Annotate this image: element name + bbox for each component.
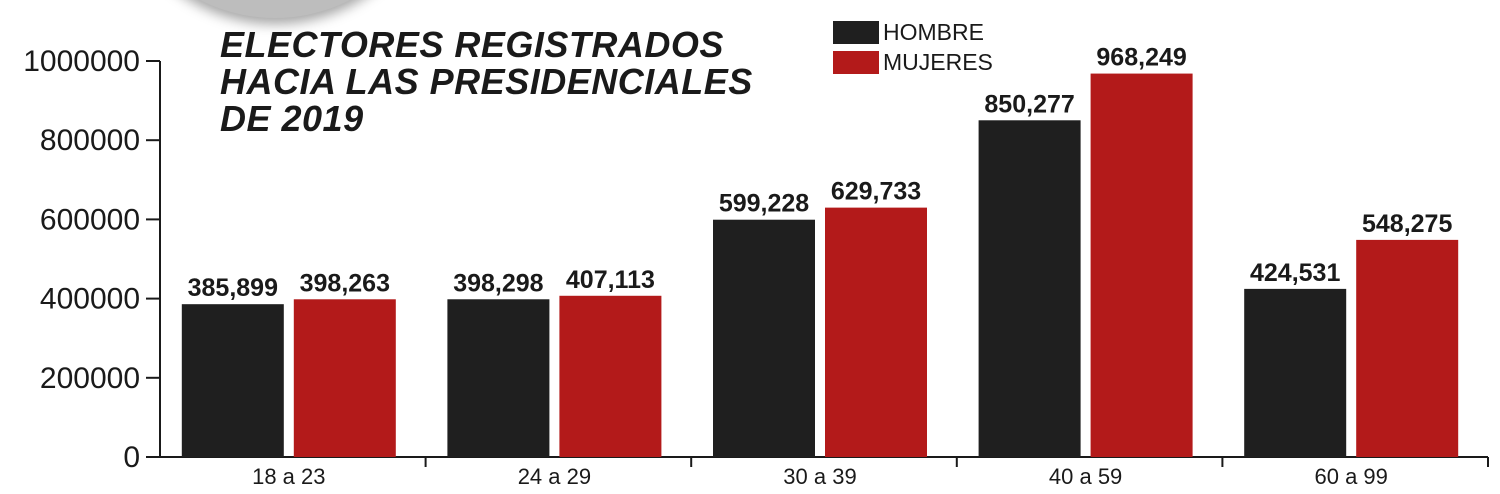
chart-title-line-3: DE 2019	[220, 98, 364, 139]
bar-hombre-2	[447, 299, 550, 457]
data-label-mujeres-3: 629,733	[831, 178, 921, 206]
x-tick-label: 30 a 39	[783, 464, 856, 489]
y-tick-label: 800000	[40, 124, 140, 157]
legend-label-hombre: HOMBRE	[883, 18, 984, 45]
bar-mujeres-2	[559, 295, 662, 457]
bar-mujeres-3	[825, 207, 927, 457]
legend: HOMBRE MUJERES	[833, 18, 993, 78]
bar-hombre-3	[713, 219, 815, 457]
bar-mujeres-4	[1090, 73, 1193, 457]
x-tick-label: 18 a 23	[252, 464, 325, 489]
bar-mujeres-5	[1356, 239, 1459, 457]
data-label-mujeres-4: 968,249	[1096, 44, 1186, 72]
x-tick-label: 60 a 99	[1314, 464, 1387, 489]
legend-swatch-mujeres	[833, 50, 879, 74]
y-tick-label: 600000	[40, 203, 140, 236]
chart-title-line-1: ELECTORES REGISTRADOS	[220, 24, 724, 65]
bar-hombre-1	[181, 304, 284, 457]
legend-item-mujeres: MUJERES	[833, 48, 993, 76]
bar-hombre-5	[1244, 288, 1347, 457]
data-label-mujeres-5: 548,275	[1362, 210, 1452, 238]
y-tick-label: 200000	[40, 362, 140, 395]
data-label-hombre-1: 385,899	[188, 274, 278, 302]
data-label-mujeres-1: 398,263	[300, 269, 390, 297]
bar-mujeres-1	[293, 299, 396, 457]
legend-swatch-hombre	[833, 20, 879, 44]
legend-label-mujeres: MUJERES	[883, 48, 993, 75]
y-tick-label: 1000000	[23, 45, 140, 78]
y-tick-label: 0	[123, 441, 140, 474]
bar-hombre-4	[978, 120, 1081, 457]
data-label-mujeres-2: 407,113	[566, 266, 655, 294]
data-label-hombre-4: 850,277	[984, 90, 1074, 118]
chart-title-line-2: HACIA LAS PRESIDENCIALES	[220, 61, 753, 102]
legend-item-hombre: HOMBRE	[833, 18, 993, 46]
data-label-hombre-3: 599,228	[719, 190, 809, 218]
data-label-hombre-2: 398,298	[453, 269, 543, 297]
y-tick-label: 400000	[40, 283, 140, 316]
x-tick-label: 40 a 59	[1049, 464, 1122, 489]
chart-title: ELECTORES REGISTRADOS HACIA LAS PRESIDEN…	[220, 26, 820, 137]
data-label-hombre-5: 424,531	[1250, 259, 1340, 287]
x-tick-label: 24 a 29	[518, 464, 591, 489]
